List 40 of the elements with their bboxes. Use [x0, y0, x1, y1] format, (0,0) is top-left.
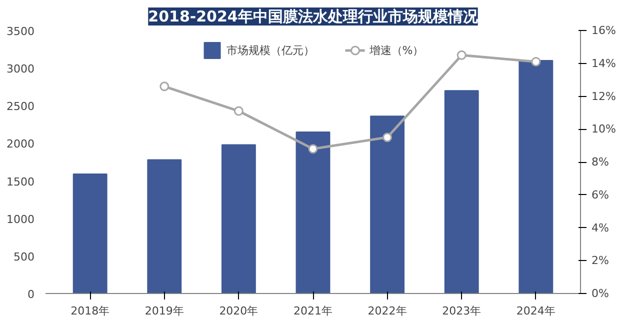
y-tick-label: 1500	[6, 175, 35, 188]
x-tick-label: 2018年	[70, 304, 110, 318]
bar	[518, 60, 554, 294]
x-tick-label: 2022年	[368, 304, 407, 318]
point	[456, 50, 466, 60]
bar	[221, 144, 256, 294]
bar	[296, 131, 330, 294]
point	[160, 82, 170, 92]
point	[531, 56, 541, 66]
x-tick-label: 2024年	[516, 304, 556, 318]
bar	[370, 116, 405, 294]
y2-tick-label: 10%	[592, 122, 616, 136]
point	[382, 132, 392, 142]
y2-tick-label: 6%	[592, 188, 609, 202]
bar	[444, 90, 479, 294]
y-tick-label: 3500	[6, 25, 35, 38]
y-tick-label: 500	[14, 250, 35, 264]
y2-tick-label: 0%	[592, 287, 609, 300]
y-tick-label: 2000	[6, 138, 35, 151]
y2-tick-label: 2%	[592, 254, 609, 268]
y2-tick-label: 12%	[592, 90, 616, 103]
x-tick-label: 2023年	[442, 304, 482, 318]
y2-tick-label: 16%	[592, 24, 616, 37]
y-tick-label: 3000	[6, 62, 35, 76]
y-tick-label: 2500	[6, 100, 35, 114]
point	[234, 106, 244, 116]
legend-label: 增速（%）	[369, 42, 424, 58]
x-tick-label: 2021年	[294, 304, 333, 318]
chart-title: 2018-2024年中国膜法水处理行业市场规模情况	[148, 8, 479, 26]
x-tick-label: 2020年	[219, 304, 258, 318]
y-tick-label: 0	[28, 288, 34, 301]
bar	[72, 174, 108, 294]
y-tick-label: 1000	[6, 212, 35, 226]
y2-tick-label: 8%	[592, 156, 609, 168]
legend-label: 市场规模（亿元）	[226, 42, 314, 58]
point	[308, 144, 318, 154]
x-tick-label: 2019年	[144, 304, 184, 318]
y2-tick-label: 14%	[592, 56, 616, 70]
bar	[147, 159, 182, 294]
y2-tick-label: 4%	[592, 221, 609, 234]
